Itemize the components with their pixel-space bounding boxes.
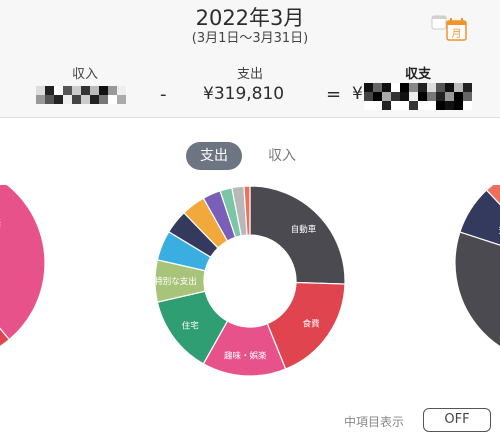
summary-header: 2022年3月 (3月1日〜3月31日) 月 収入 支出 収支 - ¥319,8… <box>0 0 500 118</box>
date-range: (3月1日〜3月31日) <box>191 31 309 46</box>
subcategory-toggle-button[interactable]: OFF <box>423 408 491 432</box>
balance-value-redacted <box>364 83 472 110</box>
subcategory-toggle-label: 中項目表示 <box>344 415 405 429</box>
donut-slice[interactable] <box>485 185 500 263</box>
tab-income[interactable]: 収入 <box>268 148 296 164</box>
type-segmented-control: 支出 収入 <box>186 142 310 170</box>
slice-label: 特別な支出 <box>154 276 197 287</box>
slice-label: 住宅 <box>182 321 199 332</box>
balance-label: 収支 <box>404 67 431 82</box>
donut-slice[interactable] <box>243 185 251 236</box>
donut-slice[interactable] <box>0 186 11 363</box>
slice-label: 自動車 <box>291 224 317 235</box>
equals-sign: = <box>326 84 342 105</box>
calendar-day-label: 月 <box>452 28 462 40</box>
minus-sign: - <box>160 84 167 105</box>
month-title[interactable]: 2022年3月 <box>195 6 305 30</box>
donut-slice[interactable] <box>454 209 500 363</box>
income-label: 収入 <box>71 67 98 82</box>
slice-label: 趣味・娯楽 <box>224 350 267 361</box>
slice-label: 交 <box>498 225 500 236</box>
income-value-redacted <box>36 86 126 104</box>
expense-value: ¥319,810 <box>203 84 285 104</box>
expense-label: 支出 <box>236 67 263 82</box>
tab-expense[interactable]: 支出 <box>186 142 242 170</box>
donut-slice[interactable] <box>249 185 346 285</box>
calendar-icon[interactable]: 月 <box>430 12 472 46</box>
slice-label: 娯楽 <box>0 218 1 229</box>
donut-slice[interactable] <box>0 185 46 341</box>
slice-label: 食費 <box>303 319 321 330</box>
balance-prefix: ¥ <box>352 84 363 104</box>
